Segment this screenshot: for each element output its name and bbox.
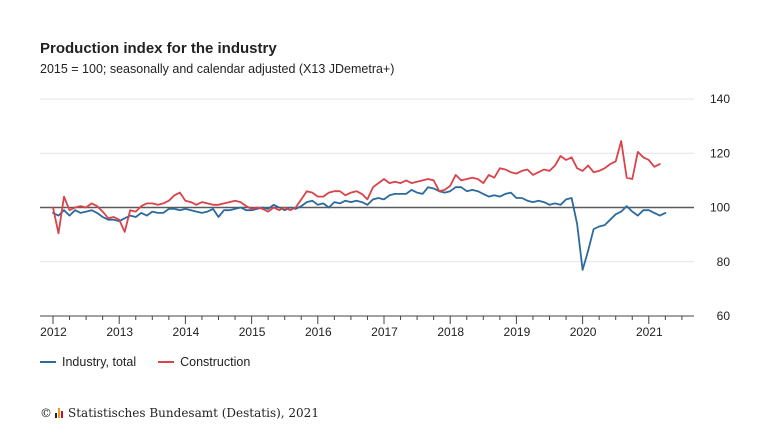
x-tick-label: 2021 bbox=[636, 325, 663, 339]
series-line-construction bbox=[52, 140, 661, 235]
grid-layer bbox=[40, 98, 694, 317]
legend-swatch-industry bbox=[40, 361, 56, 363]
legend-label-construction: Construction bbox=[180, 355, 251, 369]
x-tick-label: 2017 bbox=[371, 325, 398, 339]
label-layer: 60 80 100 120 140 2012 2013 2014 2015 2016 2017 201… bbox=[40, 92, 730, 339]
chart-legend: Industry, total Construction bbox=[40, 355, 272, 369]
legend-swatch-construction bbox=[158, 361, 175, 363]
x-tick-label: 2014 bbox=[173, 325, 200, 339]
copyright-symbol: © bbox=[40, 406, 52, 420]
series-line-industry bbox=[52, 186, 667, 271]
y-tick-label: 100 bbox=[710, 201, 730, 215]
y-tick-label: 120 bbox=[710, 146, 730, 160]
x-tick-label: 2019 bbox=[504, 325, 531, 339]
x-tick-label: 2015 bbox=[239, 325, 266, 339]
x-tick-label: 2012 bbox=[40, 325, 67, 339]
chart-subtitle: 2015 = 100; seasonally and calendar adju… bbox=[40, 62, 395, 76]
legend-label-industry: Industry, total bbox=[62, 355, 137, 369]
y-tick-label: 140 bbox=[710, 92, 730, 106]
axis-layer bbox=[52, 316, 683, 324]
source-text: Statistisches Bundesamt (Destatis), 2021 bbox=[68, 406, 319, 420]
chart-title: Production index for the industry bbox=[40, 40, 277, 57]
y-tick-label: 80 bbox=[717, 255, 731, 269]
series-layer bbox=[52, 140, 667, 271]
x-tick-label: 2016 bbox=[305, 325, 332, 339]
legend-item-industry: Industry, total bbox=[40, 355, 136, 369]
x-tick-label: 2020 bbox=[570, 325, 597, 339]
y-tick-label: 60 bbox=[717, 309, 731, 323]
x-tick-label: 2013 bbox=[106, 325, 133, 339]
legend-item-construction: Construction bbox=[158, 355, 250, 369]
source-note: © Statistisches Bundesamt (Destatis), 20… bbox=[40, 406, 319, 420]
x-tick-label: 2018 bbox=[437, 325, 464, 339]
destatis-logo-icon bbox=[55, 408, 64, 418]
